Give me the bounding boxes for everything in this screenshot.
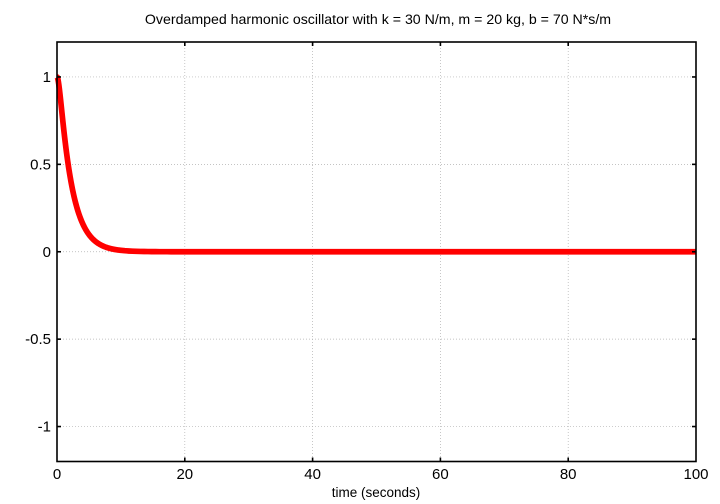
svg-text:0: 0 [53,466,61,483]
svg-text:Overdamped harmonic oscillator: Overdamped harmonic oscillator with k = … [145,12,611,28]
svg-text:time (seconds): time (seconds) [332,485,421,500]
svg-text:0.5: 0.5 [30,156,51,173]
svg-text:100: 100 [683,466,708,483]
svg-text:40: 40 [304,466,321,483]
svg-text:20: 20 [176,466,193,483]
svg-text:80: 80 [560,466,577,483]
svg-text:-0.5: -0.5 [25,331,51,348]
svg-text:0: 0 [43,244,51,261]
svg-text:1: 1 [43,69,51,86]
svg-text:-1: -1 [38,419,51,436]
svg-text:60: 60 [432,466,449,483]
